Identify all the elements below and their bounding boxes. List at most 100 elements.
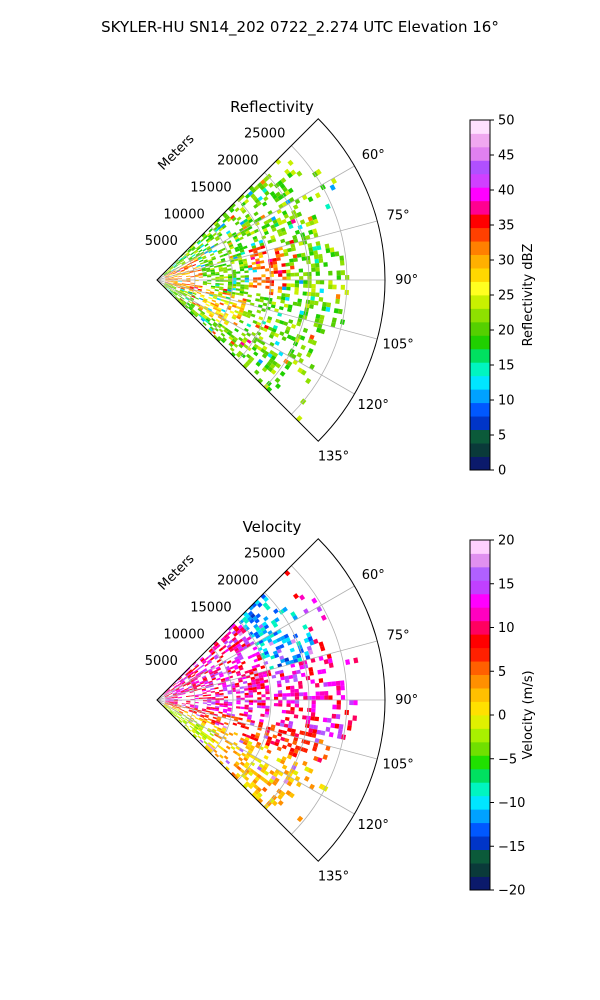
range-gate (214, 302, 220, 306)
range-gate (240, 773, 246, 779)
range-gate (250, 733, 256, 738)
range-gate (307, 732, 313, 738)
range-gate (265, 697, 270, 700)
range-gate (190, 282, 195, 284)
range-gate (169, 685, 173, 689)
range-gate (190, 704, 195, 706)
colorbar-swatch (470, 647, 490, 662)
range-gate (253, 280, 258, 283)
range-gate (279, 320, 285, 325)
range-gate (204, 305, 209, 310)
range-gate (166, 708, 170, 712)
range-gate (308, 728, 314, 734)
range-gate (261, 637, 268, 643)
range-gate (307, 338, 314, 344)
range-gate (166, 689, 171, 693)
range-gate (168, 284, 173, 287)
range-gate (184, 304, 189, 308)
range-gate (206, 245, 211, 250)
range-gate (182, 280, 187, 282)
range-gate (282, 269, 287, 274)
colorbar-swatch (470, 755, 490, 770)
range-gate (242, 260, 248, 265)
range-gate (237, 645, 243, 650)
range-gate (271, 674, 277, 679)
range-gate (223, 633, 229, 639)
range-gate (216, 297, 222, 301)
range-gate (260, 265, 266, 270)
range-gate (182, 301, 187, 305)
range-gate (168, 272, 173, 275)
range-gate (246, 346, 252, 352)
range-gate (307, 271, 312, 277)
range-gate (286, 640, 293, 646)
range-gate (189, 725, 194, 729)
range-gate (275, 191, 282, 198)
colorbar-swatch (470, 741, 490, 756)
range-gate (282, 276, 287, 280)
range-gate (263, 383, 270, 390)
range-gate (255, 258, 260, 262)
range-gate (163, 704, 168, 708)
range-gate (210, 267, 215, 271)
range-gate (268, 641, 274, 647)
range-gate (221, 644, 227, 650)
range-gate (267, 326, 273, 332)
colorbar-swatch (470, 674, 490, 689)
range-gate (238, 739, 244, 744)
range-gate (189, 705, 195, 707)
range-gate (259, 184, 266, 191)
range-gate (194, 250, 199, 254)
range-gate (311, 704, 316, 709)
range-gate (272, 352, 279, 358)
range-gate (295, 781, 302, 788)
range-gate (182, 256, 187, 260)
range-gate (179, 678, 183, 682)
range-gate (270, 355, 277, 361)
range-gate (284, 569, 291, 577)
range-gate (229, 665, 235, 670)
range-gate (172, 293, 177, 297)
range-axis-label: Meters (156, 131, 198, 173)
range-gate (203, 669, 208, 673)
range-gate (294, 287, 299, 292)
range-gate (310, 679, 315, 684)
range-gate (318, 258, 324, 263)
range-gate (196, 683, 201, 687)
range-gate (314, 192, 321, 199)
range-gate (179, 290, 184, 294)
azimuth-tick-label: 60° (362, 148, 385, 163)
range-gate (277, 270, 283, 274)
range-gate (180, 716, 185, 720)
range-gate (182, 300, 187, 304)
range-gate (211, 719, 217, 723)
range-gate (195, 672, 200, 676)
range-gate (258, 639, 264, 645)
range-gate (206, 736, 212, 741)
range-gate (319, 288, 324, 294)
range-gate (326, 717, 332, 723)
range-gate (211, 651, 216, 656)
range-gate (164, 695, 169, 698)
range-gate (231, 304, 237, 308)
range-gate (280, 177, 287, 184)
range-gate (340, 695, 346, 700)
range-gate (240, 706, 245, 710)
range-gate (256, 201, 262, 207)
colorbar-tick-label: 5 (498, 665, 506, 680)
range-gate (289, 659, 295, 665)
range-gate (269, 349, 275, 356)
range-gate (276, 295, 282, 300)
range-gate (316, 757, 323, 763)
range-gate (315, 168, 322, 176)
range-gate (210, 285, 216, 288)
range-gate (329, 184, 336, 191)
range-gate (234, 641, 240, 646)
range-gate (238, 664, 243, 669)
range-gate (271, 794, 278, 801)
range-gate (209, 264, 214, 268)
range-gate (178, 257, 183, 261)
range-gate (189, 691, 194, 694)
range-gate (229, 310, 235, 315)
range-tick-label: 10000 (163, 627, 204, 642)
